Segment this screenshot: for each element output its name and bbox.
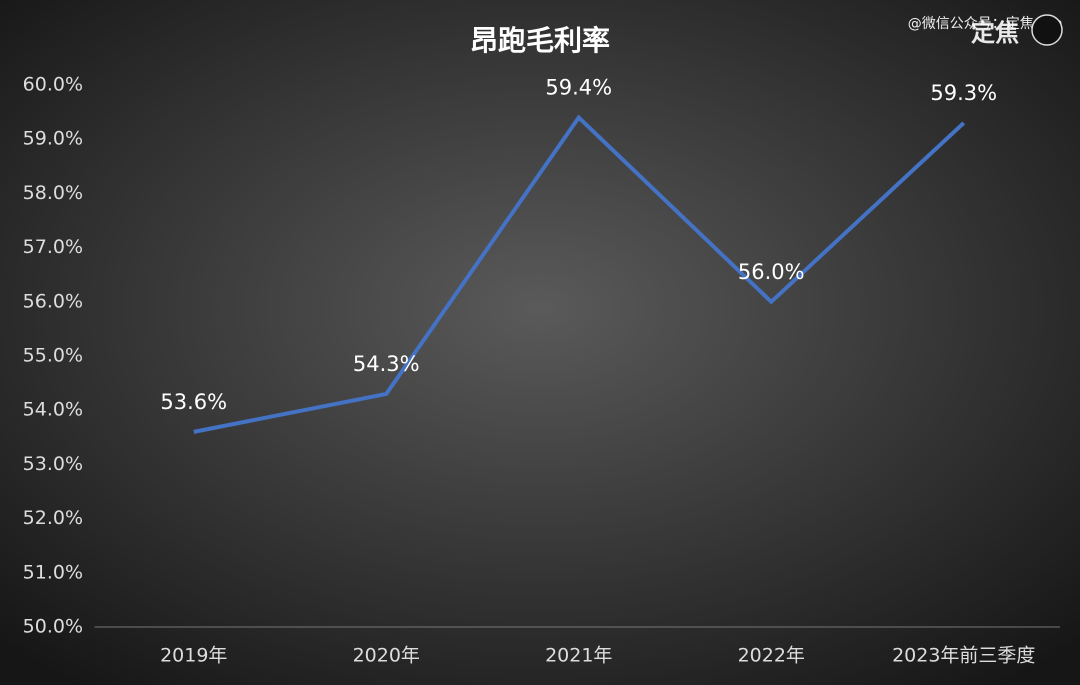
y-tick-label: 53.0% <box>23 453 83 475</box>
y-tick-label: 58.0% <box>23 182 83 204</box>
y-tick-label: 56.0% <box>23 290 83 312</box>
watermark: @微信公众号：定焦One <box>908 16 1063 32</box>
logo-icon <box>1031 14 1063 46</box>
y-tick-label: 51.0% <box>23 561 83 583</box>
data-label: 59.3% <box>930 81 997 105</box>
x-tick-label: 2023年前三季度 <box>892 645 1035 667</box>
x-tick-label: 2022年 <box>738 645 805 667</box>
y-tick-label: 54.0% <box>23 399 83 421</box>
line <box>193 114 966 434</box>
y-tick-label: 50.0% <box>23 616 83 638</box>
y-tick-label: 57.0% <box>23 236 83 258</box>
y-tick-label: 60.0% <box>23 74 83 96</box>
y-tick-label: 55.0% <box>23 345 83 367</box>
chart-title: 昂跑毛利率 <box>470 24 610 57</box>
data-label: 59.4% <box>545 76 612 100</box>
data-label: 53.6% <box>160 390 227 414</box>
data-label: 54.3% <box>353 352 420 376</box>
x-tick-label: 2020年 <box>353 645 420 667</box>
data-label: 56.0% <box>738 260 805 284</box>
logo: 定焦 <box>971 19 1019 47</box>
y-tick-label: 52.0% <box>23 507 83 529</box>
y-tick-label: 59.0% <box>23 128 83 150</box>
x-tick-label: 2021年 <box>545 645 612 667</box>
x-tick-label: 2019年 <box>160 645 227 667</box>
